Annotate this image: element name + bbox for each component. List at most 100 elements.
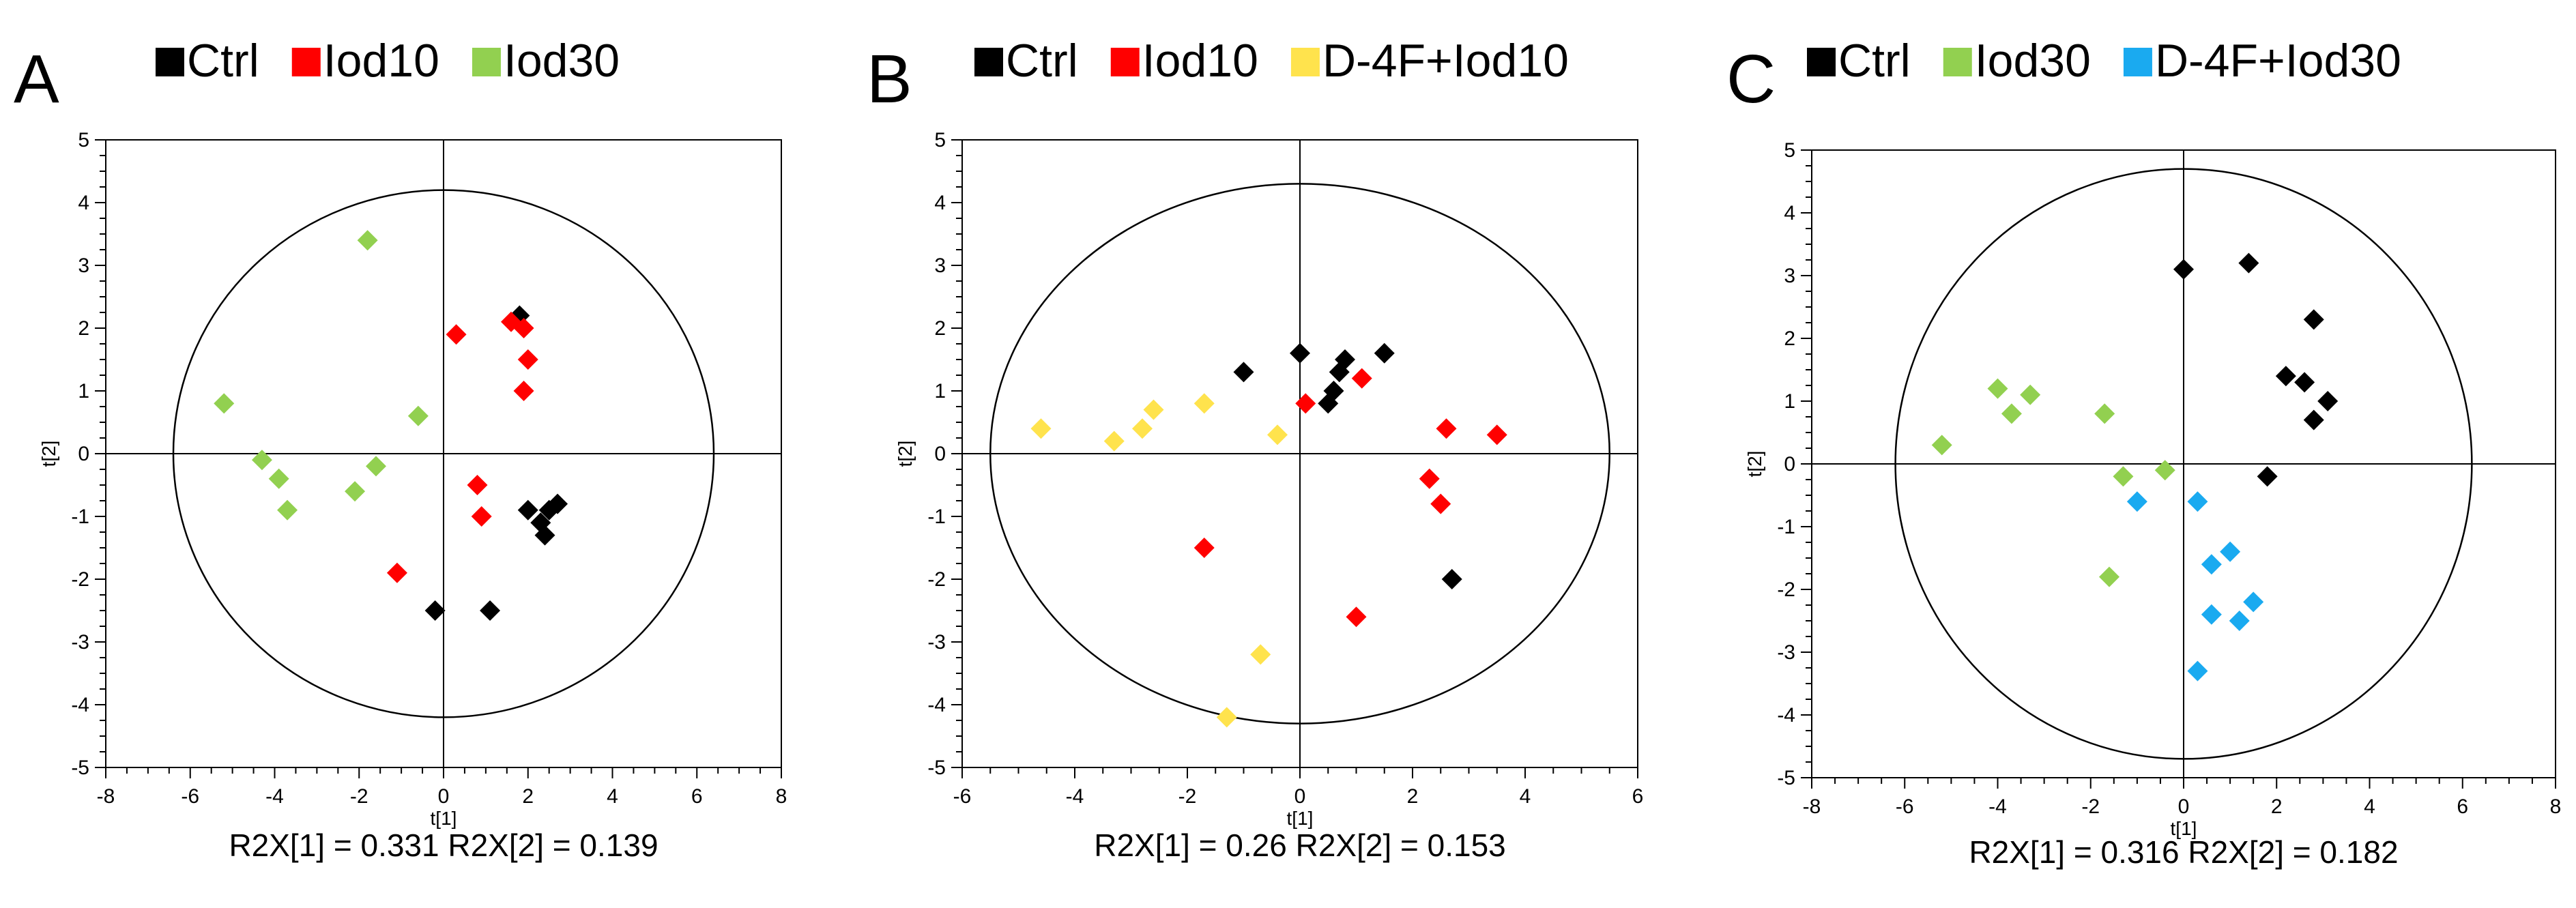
panel-b-y-tick-label: -5 [927,757,946,779]
panel-c-y-tick-label: -2 [1777,579,1795,601]
panel-a-x-tick-label: 2 [522,785,534,808]
point-ctrl [1323,381,1344,401]
point-ctrl [480,600,501,621]
point-ctrl [547,493,568,514]
panel-b-label: B [867,41,912,117]
panel-c-r2x-footer: R2X[1] = 0.316 R2X[2] = 0.182 [1969,834,2398,870]
panel-c-x-tick-label: 4 [2364,795,2375,818]
point-d-4f-iod10 [1132,418,1153,439]
point-ctrl [2257,466,2278,487]
legend-label-iod10: Iod10 [323,35,439,87]
point-iod10 [1436,418,1457,439]
legend-swatch-d-4f-iod10 [1290,48,1320,76]
point-iod10 [1295,393,1316,414]
panel-b-y-tick-label: 0 [934,443,946,465]
point-d-4f-iod10 [1250,644,1271,665]
panel-a-y-tick-label: -4 [71,694,89,716]
point-iod10 [1430,493,1451,514]
point-d-4f-iod10 [1103,430,1125,452]
point-iod30 [357,230,378,251]
point-iod30 [1987,378,2008,399]
panel-a-y-axis-label: t[2] [38,441,59,467]
legend-label-d-4f-iod30: D-4F+Iod30 [2155,35,2401,87]
point-ctrl [1441,569,1462,589]
panel-b-y-tick-label: -2 [927,568,946,591]
panel-b-y-tick-label: 5 [934,129,946,151]
panel-c-y-axis-label: t[2] [1744,451,1765,478]
legend-swatch-iod30 [1943,48,1972,76]
point-iod10 [517,349,538,370]
panel-c-x-tick-label: -2 [2081,795,2100,818]
panel-c-x-tick-label: 6 [2457,795,2468,818]
panel-c-x-tick-label: 0 [2178,795,2190,818]
panel-b-x-tick-label: -6 [953,785,972,808]
panel-a-y-tick-label: 1 [78,380,89,402]
point-iod10 [471,506,492,527]
point-iod30 [1931,435,1952,456]
panel-b-x-tick-label: 4 [1520,785,1531,808]
legend-label-iod30: Iod30 [1975,35,2091,87]
panel-c-x-axis-label: t[1] [2171,818,2197,839]
point-ctrl [2303,309,2324,330]
panel-b-x-tick-label: 2 [1407,785,1419,808]
panel-a-confidence-ellipse [172,189,715,718]
panel-a-y-tick-label: 4 [78,192,89,214]
point-ctrl [2294,372,2315,393]
legend-swatch-iod10 [291,48,321,76]
panel-a-x-tick-label: -6 [181,785,199,808]
legend-label-ctrl: Ctrl [1838,35,1911,87]
point-ctrl [517,499,538,521]
panel-a-y-tick-label: 3 [78,254,89,277]
point-ctrl [2303,409,2324,430]
point-ctrl [534,525,555,546]
panel-c-x-tick-label: -8 [1803,795,1821,818]
panel-b-y-tick-label: -3 [927,631,946,654]
point-d-4f-iod30 [2126,491,2147,512]
point-iod30 [2020,384,2041,405]
point-iod10 [1346,606,1367,628]
panel-a-x-axis-label: t[1] [431,808,457,829]
point-iod30 [277,499,298,521]
legend-label-ctrl: Ctrl [1006,35,1078,87]
point-d-4f-iod10 [1267,424,1288,445]
panel-a-y-tick-label: 2 [78,317,89,340]
legend-label-d-4f-iod10: D-4F+Iod10 [1322,35,1569,87]
point-d-4f-iod10 [1193,393,1215,414]
panel-a-y-tick-label: -3 [71,631,89,654]
point-ctrl [1335,349,1355,370]
point-d-4f-iod10 [1030,418,1052,439]
panel-b-x-axis-label: t[1] [1287,808,1314,829]
point-iod10 [513,381,534,401]
panel-b-y-tick-label: 2 [934,317,946,340]
panel-a-x-tick-label: 4 [607,785,618,808]
point-iod30 [366,456,386,477]
point-iod30 [2099,566,2119,587]
panel-a-x-tick-label: 0 [438,785,450,808]
point-d-4f-iod10 [1216,707,1237,728]
point-d-4f-iod30 [2243,591,2264,613]
point-d-4f-iod30 [2187,660,2208,682]
point-iod10 [1419,468,1440,489]
panel-a-y-tick-label: -2 [71,568,89,591]
panel-a-y-tick-label: 0 [78,443,89,465]
panel-b: B Ctrl Iod10 D-4F+Iod10 -6 -4 -2 0 2 4 6 -5 -4 -3 -2 -1… [867,35,1643,863]
point-iod10 [1351,368,1372,389]
panel-b-x-tick-label: 6 [1632,785,1644,808]
panel-c: C Ctrl Iod30 D-4F+Iod30 -8 -6 -4 -2 0 2 4 6 8 -5 -4 -3 -… [1726,35,2561,870]
point-ctrl [424,600,446,621]
panel-a-y-tick-label: -1 [71,506,89,528]
panel-a-y-tick-label: -5 [71,757,89,779]
point-iod30 [2094,403,2115,424]
legend-swatch-ctrl [156,48,184,76]
point-iod30 [345,481,366,502]
point-ctrl [2173,259,2194,280]
legend-swatch-ctrl [1807,48,1836,76]
panel-c-confidence-ellipse [1894,168,2473,760]
point-d-4f-iod30 [2229,611,2250,631]
panel-b-x-tick-label: 0 [1294,785,1306,808]
point-ctrl [1374,342,1395,364]
panel-a-x-tick-label: -2 [350,785,368,808]
legend-swatch-ctrl [974,48,1003,76]
legend-swatch-iod30 [472,48,501,76]
